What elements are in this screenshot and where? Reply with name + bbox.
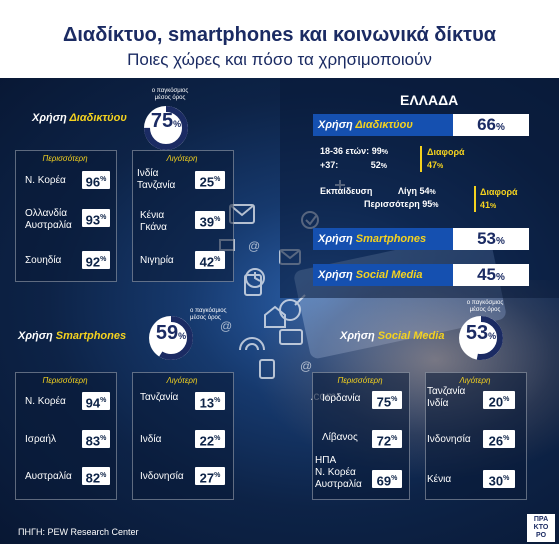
social-more-3-name: ΗΠΑ Ν. Κορέα Αυστραλία: [315, 455, 362, 490]
greece-smart-bar: [313, 228, 453, 250]
smartphones-less-3-value: 27%: [195, 467, 225, 485]
social-more-1-value: 75%: [372, 391, 402, 409]
internet-more-2-value: 93%: [82, 209, 110, 227]
smartphones-global-donut: [145, 312, 197, 364]
greece-edu-divider: [474, 186, 476, 212]
greece-edu-low: Λίγη 54%: [398, 186, 436, 196]
internet-label-prefix: Χρήση: [32, 112, 70, 124]
internet-more-2-name: Ολλανδία Αυστραλία: [25, 208, 72, 231]
social-global-donut: [455, 312, 507, 364]
social-more-2-name: Λίβανος: [322, 432, 358, 443]
smartphones-less-3-name: Ινδονησία: [140, 471, 184, 482]
greece-social-label: Χρήση Social Media: [318, 269, 423, 281]
social-less-2-name: Ινδονησία: [427, 434, 471, 445]
internet-more-3-value: 92%: [82, 251, 110, 269]
social-less-2-value: 26%: [483, 430, 515, 448]
social-more-2-value: 72%: [372, 430, 402, 448]
internet-more-1-value: 96%: [82, 171, 110, 189]
greece-smart-label: Χρήση Smartphones: [318, 233, 427, 245]
internet-less-2-value: 39%: [195, 211, 225, 229]
smartphones-more-2-name: Ισραήλ: [25, 434, 56, 445]
internet-less-3-name: Νιγηρία: [140, 255, 174, 266]
smartphones-global-value: 59%: [155, 322, 187, 344]
internet-less-3-value: 42%: [195, 251, 225, 269]
social-less-1-name: Τανζανία Ινδία: [427, 386, 466, 409]
internet-global-label: ο παγκόσμιος μέσος όρος: [151, 88, 189, 101]
greece-social-bar: [313, 264, 453, 286]
svg-text:@: @: [248, 239, 260, 253]
social-global-label: ο παγκόσμιος μέσος όρος: [466, 300, 504, 313]
greece-title: ΕΛΛΑΔΑ: [400, 92, 459, 108]
internet-more-3-name: Σουηδία: [25, 255, 62, 266]
greece-edu-high: Περισσότερη 95%: [364, 199, 439, 209]
smartphones-global-label: ο παγκόσμιος μέσος όρος: [190, 308, 227, 321]
svg-text:@: @: [300, 359, 312, 373]
social-less-1-value: 20%: [483, 391, 515, 409]
smartphones-more-2-value: 83%: [82, 430, 110, 448]
internet-label-main: Διαδικτύου: [69, 112, 127, 124]
social-more-3-value: 69%: [372, 470, 402, 488]
greece-internet-value: 66%: [453, 114, 529, 136]
internet-less-2-name: Κένια Γκάνα: [140, 210, 167, 233]
greece-age-diff: Διαφορά 47%: [427, 147, 465, 170]
smartphones-less-head: Λιγότερη: [166, 376, 198, 385]
social-more-1-name: Ιορδανία: [322, 393, 361, 404]
social-less-3-value: 30%: [483, 470, 515, 488]
greece-age-1: 18-36 ετών: 99%: [320, 146, 388, 156]
greece-edu-diff: Διαφορά 41%: [480, 187, 518, 210]
page-subtitle: Ποιες χώρες και πόσο τα χρησιμοποιούν: [127, 50, 432, 69]
internet-global-donut: [140, 102, 192, 154]
internet-less-1-value: 25%: [195, 171, 225, 189]
smartphones-more-3-value: 82%: [82, 467, 110, 485]
social-section-label: Χρήση Social Media: [340, 330, 445, 342]
greece-age-divider: [420, 146, 422, 172]
header-banner: [0, 0, 559, 78]
internet-global-value: 75%: [150, 110, 182, 132]
internet-section-label: Χρήση Διαδικτύου: [32, 112, 127, 124]
greece-social-value: 45%: [453, 264, 529, 286]
greece-smart-value: 53%: [453, 228, 529, 250]
social-global-value: 53%: [465, 322, 497, 344]
internet-more-1-name: Ν. Κορέα: [25, 175, 66, 186]
svg-text:@: @: [220, 319, 232, 333]
smartphones-more-3-name: Αυστραλία: [25, 471, 72, 482]
greece-internet-label: Χρήση Διαδικτύου: [318, 119, 413, 131]
page-title: Διαδίκτυο, smartphones και κοινωνικά δίκ…: [63, 24, 496, 46]
social-less-head: Λιγότερη: [459, 376, 491, 385]
smartphones-more-head: Περισσότερη: [42, 376, 88, 385]
source-note: ΠΗΓΗ: PEW Research Center: [18, 527, 139, 537]
greece-edu-label: Εκπαίδευση: [320, 186, 373, 196]
smartphones-less-1-name: Τανζανία: [140, 392, 179, 403]
social-less-3-name: Κένια: [427, 474, 452, 485]
smartphones-less-2-name: Ινδία: [140, 434, 162, 445]
publisher-logo: ΠΡΑ ΚΤΟ ΡΟ: [527, 514, 555, 542]
smartphones-section-label: Χρήση Smartphones: [18, 330, 127, 342]
internet-less-head: Λιγότερη: [166, 154, 198, 163]
greece-age-2: +37: 52%: [320, 160, 388, 170]
internet-more-head: Περισσότερη: [42, 154, 88, 163]
smartphones-more-1-name: Ν. Κορέα: [25, 396, 66, 407]
smartphones-more-1-value: 94%: [82, 392, 110, 410]
greece-internet-bar: [313, 114, 453, 136]
social-more-head: Περισσότερη: [337, 376, 383, 385]
smartphones-less-2-value: 22%: [195, 430, 225, 448]
internet-less-1-name: Ινδία Τανζανία: [137, 168, 176, 191]
smartphones-less-1-value: 13%: [195, 392, 225, 410]
